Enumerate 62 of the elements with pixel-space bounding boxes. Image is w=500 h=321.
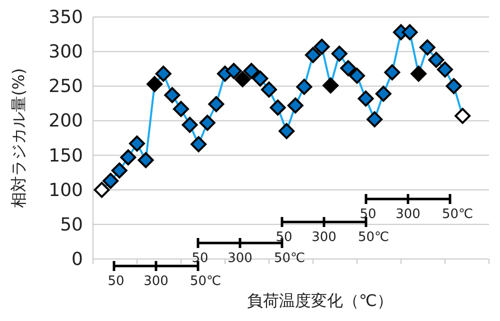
point [234, 71, 251, 88]
point [287, 98, 304, 114]
point [164, 87, 180, 104]
point [270, 100, 286, 116]
point [129, 136, 145, 152]
point [331, 46, 348, 62]
y-tick-label: 250 [48, 76, 83, 98]
point [402, 24, 418, 40]
annotation: 50 [276, 230, 292, 245]
point [349, 68, 365, 84]
point [252, 70, 268, 87]
y-tick-label: 0 [72, 249, 83, 270]
point [111, 162, 128, 178]
point [190, 136, 207, 152]
point [410, 66, 427, 82]
y-tick-label: 100 [48, 180, 83, 201]
y-axis-title: 相対ラジカル量(%) [9, 68, 28, 208]
annotation: 300 [396, 207, 420, 222]
y-tick-label: 200 [48, 110, 83, 132]
point [173, 100, 189, 117]
point [384, 64, 400, 80]
point [375, 86, 392, 102]
text: 300 [144, 274, 168, 289]
point [199, 114, 216, 131]
point [146, 76, 163, 92]
y-tick-label: 300 [48, 42, 83, 63]
y-tick-label: 350 [48, 7, 83, 28]
point [340, 60, 356, 76]
point [278, 123, 295, 140]
annotation: 50 [360, 207, 376, 222]
annotation: 50℃ [442, 207, 474, 222]
point [155, 66, 172, 82]
text: 50 [108, 274, 124, 289]
point [94, 182, 110, 198]
y-tick-label: 150 [48, 145, 83, 166]
point [226, 62, 242, 79]
annotation: 50 [192, 251, 208, 266]
text: 50℃ [190, 274, 222, 289]
point [120, 149, 136, 166]
point [358, 90, 374, 107]
point [138, 152, 154, 168]
point [428, 52, 444, 68]
point [102, 172, 119, 189]
point [437, 62, 453, 78]
annotation: 50℃ [274, 251, 306, 266]
point [243, 62, 260, 79]
annotation: 50℃ [358, 230, 390, 245]
point [182, 116, 198, 133]
annotation: 300 [312, 230, 336, 245]
point [296, 78, 312, 95]
point [446, 78, 462, 94]
point [314, 38, 330, 55]
x-axis-title: 負荷温度変化（℃） [247, 291, 393, 310]
point [261, 82, 277, 98]
annotation: 300 [228, 251, 252, 266]
y-tick-label: 50 [60, 214, 83, 236]
point [454, 108, 471, 124]
point [208, 96, 224, 112]
point [322, 77, 339, 94]
point [366, 111, 383, 128]
point [305, 47, 321, 64]
point [419, 39, 436, 56]
